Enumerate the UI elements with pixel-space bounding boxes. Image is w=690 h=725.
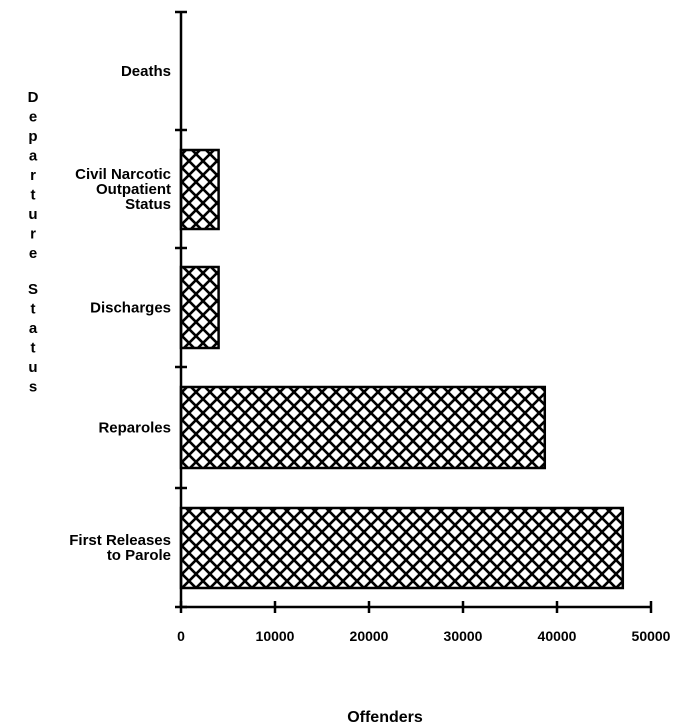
x-tick-label: 10000: [256, 628, 295, 644]
y-axis-title-letter: t: [31, 340, 36, 357]
axes: [175, 10, 653, 613]
y-axis-title-letter: t: [31, 187, 36, 204]
x-axis-title: Offenders: [347, 709, 423, 725]
x-tick-label: 30000: [444, 628, 483, 644]
y-axis-title-letter: u: [28, 206, 37, 223]
category-label: Reparoles: [98, 420, 171, 437]
x-tick-label: 20000: [350, 628, 389, 644]
x-tick-label: 0: [177, 628, 185, 644]
x-tick-labels: 0 10000 20000 30000 40000 50000: [177, 628, 671, 644]
y-axis-title-letter: e: [29, 245, 37, 262]
y-axis-title-letter: S: [28, 281, 38, 298]
bar: [179, 148, 220, 231]
bars: [179, 148, 625, 590]
y-axis-title-letter: t: [31, 301, 36, 318]
y-axis-title-letter: u: [28, 359, 37, 376]
y-axis-title-letter: e: [29, 109, 37, 126]
y-axis-title-letter: a: [29, 148, 38, 165]
category-label: Deaths: [121, 63, 171, 80]
category-label: First Releases to Parole: [69, 532, 171, 564]
bar: [179, 265, 220, 350]
category-label: Discharges: [90, 300, 171, 317]
bar: [179, 385, 547, 470]
y-axis-title-letter: s: [29, 379, 37, 396]
y-axis-title-letter: r: [30, 226, 36, 243]
x-tick-label: 40000: [538, 628, 577, 644]
y-axis-title-letter: p: [28, 128, 37, 145]
x-tick-label: 50000: [632, 628, 671, 644]
bar: [179, 506, 625, 590]
y-axis-title-letter: r: [30, 167, 36, 184]
y-axis-title-letter: a: [29, 320, 38, 337]
category-labels: Deaths Civil Narcotic Outpatient Status Disc…: [69, 63, 171, 564]
category-label: Civil Narcotic Outpatient Status: [75, 166, 171, 213]
y-axis-title-letter: D: [28, 89, 39, 106]
